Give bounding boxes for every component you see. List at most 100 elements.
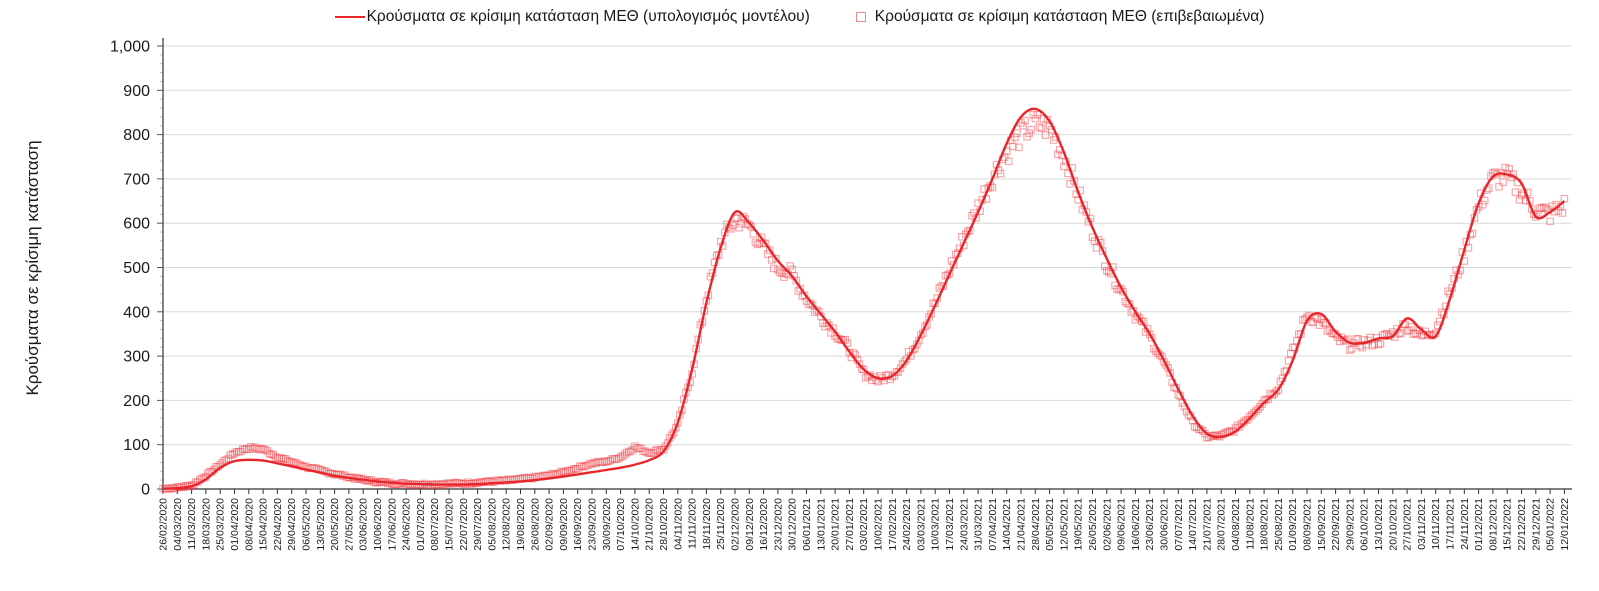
svg-text:09/09/2020: 09/09/2020 xyxy=(558,498,570,551)
svg-text:200: 200 xyxy=(123,393,150,410)
svg-text:24/11/2021: 24/11/2021 xyxy=(1459,498,1471,550)
svg-text:08/09/2021: 08/09/2021 xyxy=(1302,498,1314,551)
svg-text:15/04/2020: 15/04/2020 xyxy=(258,498,270,551)
svg-text:09/12/2020: 09/12/2020 xyxy=(744,498,756,551)
svg-text:19/05/2021: 19/05/2021 xyxy=(1073,498,1085,551)
svg-text:10/11/2021: 10/11/2021 xyxy=(1430,498,1442,550)
svg-text:21/10/2020: 21/10/2020 xyxy=(644,498,656,551)
svg-text:22/04/2020: 22/04/2020 xyxy=(272,498,284,551)
y-axis-title: Κρούσματα σε κρίσιμη κατάσταση xyxy=(23,140,42,396)
svg-text:16/06/2021: 16/06/2021 xyxy=(1130,498,1142,551)
y-axis-tick-labels: 0 100 200 300 400 500 600 700 800 900 1,000 xyxy=(110,39,150,499)
svg-text:27/10/2021: 27/10/2021 xyxy=(1402,498,1414,551)
x-axis-tick-labels: 26/02/2020 04/03/2020 11/03/2020 18/03/2020… xyxy=(158,489,1571,551)
svg-text:02/12/2020: 02/12/2020 xyxy=(730,498,742,551)
svg-text:31/03/2021: 31/03/2021 xyxy=(973,498,985,551)
legend-label-confirmed: Κρούσματα σε κρίσιμη κατάσταση ΜΕΘ (επιβ… xyxy=(874,8,1265,25)
svg-text:800: 800 xyxy=(123,127,150,144)
svg-text:600: 600 xyxy=(123,216,150,233)
model-line-series xyxy=(162,107,1566,490)
svg-text:28/10/2020: 28/10/2020 xyxy=(658,498,670,551)
svg-text:17/02/2021: 17/02/2021 xyxy=(887,498,899,551)
square-marker-icon xyxy=(855,12,866,22)
svg-text:10/02/2021: 10/02/2021 xyxy=(873,498,885,551)
svg-text:20/05/2020: 20/05/2020 xyxy=(329,498,341,551)
svg-text:04/11/2020: 04/11/2020 xyxy=(672,498,684,550)
svg-text:20/01/2021: 20/01/2021 xyxy=(830,498,842,551)
svg-text:23/09/2020: 23/09/2020 xyxy=(587,498,599,551)
svg-text:13/10/2021: 13/10/2021 xyxy=(1373,498,1385,551)
svg-text:29/09/2021: 29/09/2021 xyxy=(1344,498,1356,551)
svg-text:09/06/2021: 09/06/2021 xyxy=(1116,498,1128,551)
svg-text:18/08/2021: 18/08/2021 xyxy=(1259,498,1271,551)
svg-text:07/10/2020: 07/10/2020 xyxy=(615,498,627,551)
svg-text:17/06/2020: 17/06/2020 xyxy=(386,498,398,551)
svg-text:26/05/2021: 26/05/2021 xyxy=(1087,498,1099,551)
svg-text:12/08/2020: 12/08/2020 xyxy=(501,498,513,551)
svg-text:14/04/2021: 14/04/2021 xyxy=(1001,498,1013,551)
svg-text:12/05/2021: 12/05/2021 xyxy=(1058,498,1070,551)
svg-text:27/05/2020: 27/05/2020 xyxy=(343,498,355,551)
svg-text:0: 0 xyxy=(141,482,150,499)
svg-text:10/06/2020: 10/06/2020 xyxy=(372,498,384,551)
svg-text:02/06/2021: 02/06/2021 xyxy=(1101,498,1113,551)
svg-text:30/06/2021: 30/06/2021 xyxy=(1159,498,1171,551)
svg-text:25/08/2021: 25/08/2021 xyxy=(1273,498,1285,551)
svg-text:24/03/2021: 24/03/2021 xyxy=(958,498,970,551)
svg-text:1,000: 1,000 xyxy=(110,39,150,56)
svg-text:27/01/2021: 27/01/2021 xyxy=(844,498,856,551)
svg-text:29/07/2020: 29/07/2020 xyxy=(472,498,484,551)
svg-text:05/01/2022: 05/01/2022 xyxy=(1545,498,1557,551)
svg-text:15/07/2020: 15/07/2020 xyxy=(444,498,456,551)
svg-text:01/12/2021: 01/12/2021 xyxy=(1473,498,1485,551)
svg-text:07/07/2021: 07/07/2021 xyxy=(1173,498,1185,551)
svg-text:21/07/2021: 21/07/2021 xyxy=(1201,498,1213,551)
svg-text:29/12/2021: 29/12/2021 xyxy=(1530,498,1542,551)
svg-text:06/05/2020: 06/05/2020 xyxy=(301,498,313,551)
svg-text:25/03/2020: 25/03/2020 xyxy=(215,498,227,551)
svg-text:22/12/2021: 22/12/2021 xyxy=(1516,498,1528,551)
svg-text:22/07/2020: 22/07/2020 xyxy=(458,498,470,551)
svg-text:13/05/2020: 13/05/2020 xyxy=(315,498,327,551)
svg-text:500: 500 xyxy=(123,260,150,277)
svg-text:300: 300 xyxy=(123,349,150,366)
svg-text:26/02/2020: 26/02/2020 xyxy=(158,498,170,551)
svg-text:18/03/2020: 18/03/2020 xyxy=(200,498,212,551)
svg-text:05/05/2021: 05/05/2021 xyxy=(1044,498,1056,551)
svg-text:01/07/2020: 01/07/2020 xyxy=(415,498,427,551)
svg-text:06/10/2021: 06/10/2021 xyxy=(1359,498,1371,551)
svg-text:11/08/2021: 11/08/2021 xyxy=(1244,498,1256,550)
svg-text:23/06/2021: 23/06/2021 xyxy=(1144,498,1156,551)
svg-text:700: 700 xyxy=(123,171,150,188)
svg-text:03/02/2021: 03/02/2021 xyxy=(858,498,870,551)
svg-text:01/09/2021: 01/09/2021 xyxy=(1287,498,1299,551)
svg-text:03/11/2021: 03/11/2021 xyxy=(1416,498,1428,550)
svg-text:08/12/2021: 08/12/2021 xyxy=(1487,498,1499,551)
svg-text:30/12/2020: 30/12/2020 xyxy=(787,498,799,551)
svg-text:21/04/2021: 21/04/2021 xyxy=(1016,498,1028,551)
svg-text:22/09/2021: 22/09/2021 xyxy=(1330,498,1342,551)
svg-text:400: 400 xyxy=(123,304,150,321)
legend-label-model: Κρούσματα σε κρίσιμη κατάσταση ΜΕΘ (υπολ… xyxy=(366,8,810,25)
svg-text:03/03/2021: 03/03/2021 xyxy=(915,498,927,551)
svg-text:30/09/2020: 30/09/2020 xyxy=(601,498,613,551)
svg-text:24/06/2020: 24/06/2020 xyxy=(401,498,413,551)
confirmed-scatter-series xyxy=(159,110,1569,493)
svg-text:19/08/2020: 19/08/2020 xyxy=(515,498,527,551)
svg-text:16/09/2020: 16/09/2020 xyxy=(572,498,584,551)
svg-text:11/03/2020: 11/03/2020 xyxy=(186,498,198,550)
svg-text:11/11/2020: 11/11/2020 xyxy=(687,498,699,549)
svg-text:28/07/2021: 28/07/2021 xyxy=(1216,498,1228,551)
svg-text:18/11/2020: 18/11/2020 xyxy=(701,498,713,550)
legend-item-confirmed: Κρούσματα σε κρίσιμη κατάσταση ΜΕΘ (επιβ… xyxy=(855,8,1265,26)
svg-text:26/08/2020: 26/08/2020 xyxy=(529,498,541,551)
svg-text:14/07/2021: 14/07/2021 xyxy=(1187,498,1199,551)
svg-text:29/04/2020: 29/04/2020 xyxy=(286,498,298,551)
svg-text:16/12/2020: 16/12/2020 xyxy=(758,498,770,551)
svg-text:28/04/2021: 28/04/2021 xyxy=(1030,498,1042,551)
svg-text:15/09/2021: 15/09/2021 xyxy=(1316,498,1328,551)
svg-text:20/10/2021: 20/10/2021 xyxy=(1387,498,1399,551)
svg-text:08/04/2020: 08/04/2020 xyxy=(243,498,255,551)
